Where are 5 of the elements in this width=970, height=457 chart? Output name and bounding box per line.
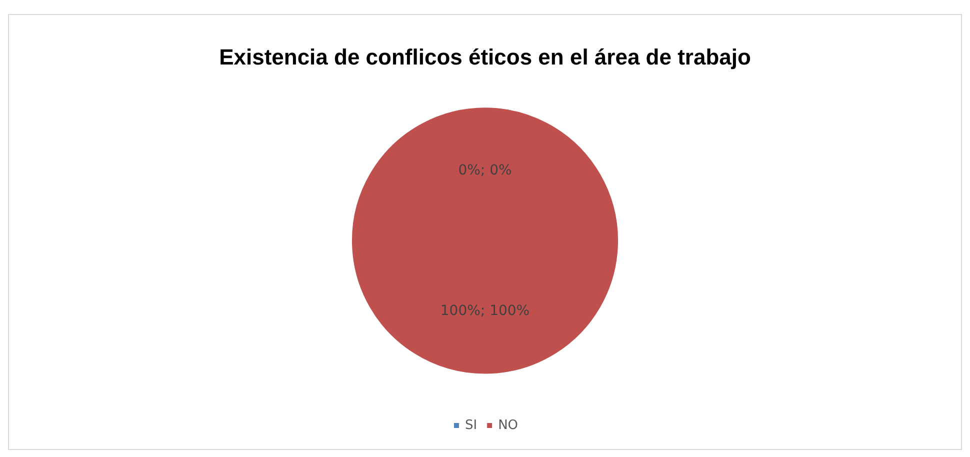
legend-label: SI — [464, 418, 478, 433]
text: 0%; 0% — [458, 162, 512, 178]
chart-title: Existencia de conflicos éticos en el área de trabajo — [219, 44, 751, 70]
data-label: 100%; 100% — [440, 302, 530, 319]
legend-label: NO — [498, 418, 518, 433]
